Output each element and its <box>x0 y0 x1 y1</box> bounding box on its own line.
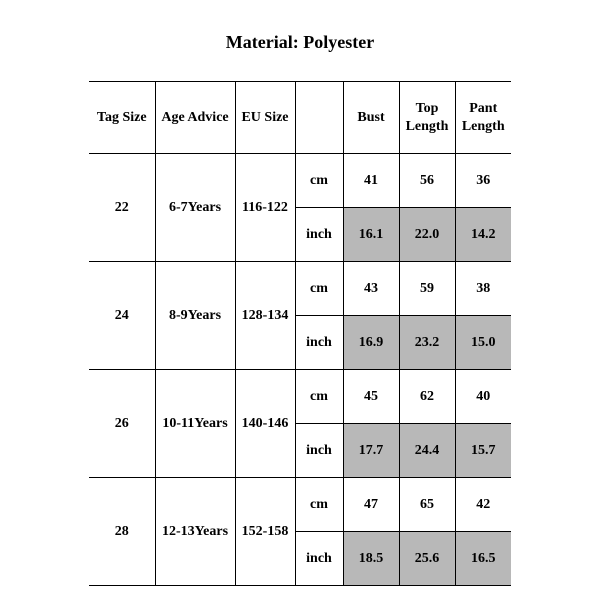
size-table: Tag Size Age Advice EU Size Bust Top Len… <box>89 81 511 586</box>
cell-top-inch: 23.2 <box>399 316 455 370</box>
cell-bust-inch: 18.5 <box>343 532 399 586</box>
col-tag-size: Tag Size <box>89 82 155 154</box>
cell-age-advice: 10-11Years <box>155 370 235 478</box>
page-title: Material: Polyester <box>0 32 600 53</box>
cell-bust-inch: 16.9 <box>343 316 399 370</box>
col-bust: Bust <box>343 82 399 154</box>
cell-top-cm: 62 <box>399 370 455 424</box>
cell-top-cm: 59 <box>399 262 455 316</box>
table-body: 22 6-7Years 116-122 cm 41 56 36 inch 16.… <box>89 154 511 586</box>
cell-pant-cm: 38 <box>455 262 511 316</box>
cell-bust-inch: 17.7 <box>343 424 399 478</box>
cell-age-advice: 8-9Years <box>155 262 235 370</box>
cell-age-advice: 6-7Years <box>155 154 235 262</box>
cell-top-cm: 65 <box>399 478 455 532</box>
cell-pant-cm: 36 <box>455 154 511 208</box>
cell-pant-inch: 15.0 <box>455 316 511 370</box>
cell-unit-cm: cm <box>295 154 343 208</box>
cell-unit-inch: inch <box>295 424 343 478</box>
cell-unit-inch: inch <box>295 532 343 586</box>
cell-eu-size: 128-134 <box>235 262 295 370</box>
cell-top-inch: 24.4 <box>399 424 455 478</box>
page-root: Material: Polyester Tag Size Age Advice … <box>0 0 600 600</box>
cell-pant-cm: 40 <box>455 370 511 424</box>
cell-tag-size: 26 <box>89 370 155 478</box>
table-header-row: Tag Size Age Advice EU Size Bust Top Len… <box>89 82 511 154</box>
table-row: 26 10-11Years 140-146 cm 45 62 40 <box>89 370 511 424</box>
cell-pant-inch: 15.7 <box>455 424 511 478</box>
cell-eu-size: 116-122 <box>235 154 295 262</box>
cell-unit-cm: cm <box>295 262 343 316</box>
cell-unit-cm: cm <box>295 478 343 532</box>
cell-unit-inch: inch <box>295 316 343 370</box>
col-pant-length: Pant Length <box>455 82 511 154</box>
cell-unit-inch: inch <box>295 208 343 262</box>
cell-age-advice: 12-13Years <box>155 478 235 586</box>
col-unit <box>295 82 343 154</box>
cell-tag-size: 28 <box>89 478 155 586</box>
cell-bust-cm: 45 <box>343 370 399 424</box>
cell-tag-size: 24 <box>89 262 155 370</box>
table-row: 24 8-9Years 128-134 cm 43 59 38 <box>89 262 511 316</box>
cell-pant-cm: 42 <box>455 478 511 532</box>
cell-bust-cm: 47 <box>343 478 399 532</box>
cell-unit-cm: cm <box>295 370 343 424</box>
cell-eu-size: 140-146 <box>235 370 295 478</box>
table-row: 28 12-13Years 152-158 cm 47 65 42 <box>89 478 511 532</box>
col-age-advice: Age Advice <box>155 82 235 154</box>
cell-eu-size: 152-158 <box>235 478 295 586</box>
cell-pant-inch: 14.2 <box>455 208 511 262</box>
cell-bust-cm: 41 <box>343 154 399 208</box>
cell-bust-cm: 43 <box>343 262 399 316</box>
cell-pant-inch: 16.5 <box>455 532 511 586</box>
cell-top-cm: 56 <box>399 154 455 208</box>
cell-bust-inch: 16.1 <box>343 208 399 262</box>
col-eu-size: EU Size <box>235 82 295 154</box>
cell-top-inch: 22.0 <box>399 208 455 262</box>
col-top-length: Top Length <box>399 82 455 154</box>
cell-top-inch: 25.6 <box>399 532 455 586</box>
cell-tag-size: 22 <box>89 154 155 262</box>
table-row: 22 6-7Years 116-122 cm 41 56 36 <box>89 154 511 208</box>
